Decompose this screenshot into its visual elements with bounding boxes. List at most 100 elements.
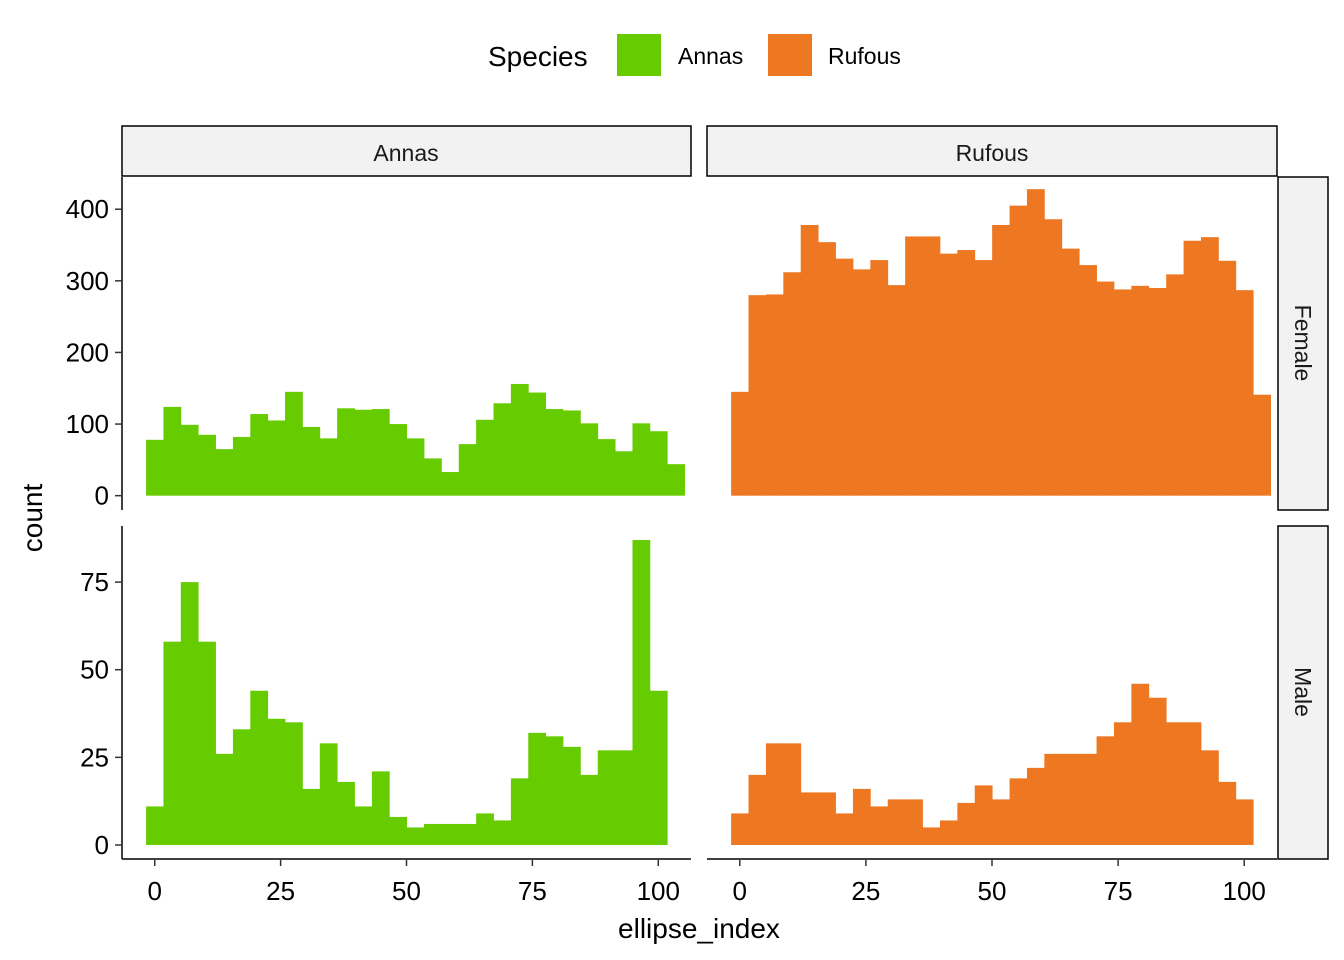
bar-female-annas	[458, 444, 477, 496]
bar-female-annas	[319, 438, 338, 496]
bar-male-annas	[493, 820, 512, 845]
bar-female-annas	[267, 420, 286, 496]
y-axis-title: count	[17, 484, 48, 553]
bar-female-rufous	[1218, 260, 1237, 496]
bar-male-rufous	[1009, 778, 1028, 845]
bar-female-rufous	[1148, 288, 1167, 496]
bar-male-rufous	[905, 799, 923, 845]
bar-female-annas	[285, 391, 303, 496]
bar-male-rufous	[1218, 781, 1237, 845]
bar-male-annas	[198, 641, 216, 845]
bar-male-rufous	[783, 743, 802, 845]
bar-female-annas	[667, 464, 686, 496]
bar-female-rufous	[957, 250, 976, 496]
legend-title: Species	[488, 41, 588, 72]
x-tick-label-rufous: 0	[733, 876, 747, 906]
x-tick-label-annas: 50	[392, 876, 421, 906]
bar-male-rufous	[887, 799, 906, 845]
x-tick-label-annas: 75	[518, 876, 547, 906]
bar-female-annas	[632, 423, 651, 496]
bar-female-annas	[215, 449, 234, 496]
bar-female-annas	[597, 439, 616, 496]
bar-male-annas	[649, 690, 668, 845]
bar-male-rufous	[1131, 683, 1150, 845]
bar-male-annas	[371, 771, 390, 845]
bar-male-rufous	[765, 743, 784, 845]
bar-male-annas	[389, 816, 408, 845]
x-tick-label-annas: 25	[266, 876, 295, 906]
bar-female-rufous	[765, 294, 784, 496]
bar-male-rufous	[974, 785, 993, 845]
bar-male-rufous	[939, 820, 958, 845]
bar-male-annas	[563, 746, 581, 845]
bar-female-rufous	[1044, 219, 1063, 496]
bar-female-annas	[371, 409, 390, 496]
bar-female-annas	[510, 383, 529, 496]
bar-male-rufous	[957, 802, 976, 845]
y-tick-label-female: 100	[66, 409, 109, 439]
bar-male-annas	[406, 827, 425, 845]
bar-female-rufous	[939, 253, 958, 496]
bar-male-rufous	[731, 813, 749, 845]
bar-female-annas	[163, 406, 182, 496]
bar-female-rufous	[852, 269, 871, 496]
bar-male-annas	[285, 722, 303, 845]
bar-male-annas	[163, 641, 182, 845]
bar-female-rufous	[974, 260, 993, 496]
bar-male-annas	[250, 690, 269, 845]
bar-female-annas	[302, 426, 321, 496]
bar-female-annas	[476, 419, 494, 496]
bar-male-rufous	[1079, 753, 1097, 845]
y-tick-label-male: 75	[80, 567, 109, 597]
bar-female-rufous	[1061, 248, 1080, 496]
bar-male-rufous	[1183, 722, 1202, 845]
bar-male-annas	[337, 781, 355, 845]
bar-female-annas	[563, 410, 581, 496]
legend-swatch-rufous	[768, 34, 812, 76]
panels: 0 100 200 300 400 0 25 50 75 0 25 50 75 100 0 25 50 75 100	[66, 177, 1277, 906]
bar-female-rufous	[1026, 189, 1045, 496]
strip-female: Female	[1277, 176, 1329, 511]
bar-female-rufous	[922, 236, 941, 496]
bar-male-rufous	[1026, 767, 1045, 845]
bar-female-annas	[146, 439, 164, 496]
bar-female-rufous	[835, 258, 854, 496]
bar-female-annas	[232, 436, 251, 496]
bar-female-rufous	[1113, 289, 1132, 496]
bar-male-rufous	[800, 792, 819, 845]
bar-female-rufous	[1079, 265, 1097, 496]
x-tick-label-annas: 0	[147, 876, 161, 906]
strip-label-rufous: Rufous	[956, 140, 1029, 166]
bar-male-rufous	[818, 792, 836, 845]
bar-male-annas	[580, 774, 599, 845]
bar-female-rufous	[1166, 274, 1184, 496]
bar-male-annas	[528, 732, 547, 845]
strip-annas: Annas	[121, 125, 692, 177]
bar-female-annas	[580, 423, 599, 496]
bar-female-rufous	[1183, 240, 1202, 496]
x-tick-label-rufous: 75	[1104, 876, 1133, 906]
bar-male-annas	[146, 806, 164, 845]
bar-male-annas	[354, 806, 373, 845]
x-tick-label-rufous: 25	[851, 876, 880, 906]
bar-female-annas	[528, 392, 547, 496]
bar-female-annas	[649, 431, 668, 496]
bar-male-rufous	[1113, 722, 1132, 845]
x-tick-label-annas: 100	[637, 876, 680, 906]
bar-male-rufous	[1096, 736, 1115, 845]
bar-male-rufous	[835, 813, 854, 845]
x-tick-label-rufous: 50	[978, 876, 1007, 906]
bar-female-rufous	[800, 224, 819, 496]
bar-male-annas	[267, 718, 286, 845]
bar-male-rufous	[1235, 799, 1254, 845]
bar-male-annas	[597, 750, 616, 845]
bar-female-rufous	[1235, 290, 1254, 496]
bar-male-annas	[424, 823, 442, 845]
bar-female-annas	[250, 414, 269, 496]
bar-male-annas	[476, 813, 494, 845]
y-tick-label-female: 300	[66, 266, 109, 296]
bar-female-annas	[441, 472, 460, 496]
y-tick-label-male: 0	[95, 830, 109, 860]
bar-female-rufous	[783, 272, 802, 496]
bar-female-annas	[615, 451, 633, 496]
